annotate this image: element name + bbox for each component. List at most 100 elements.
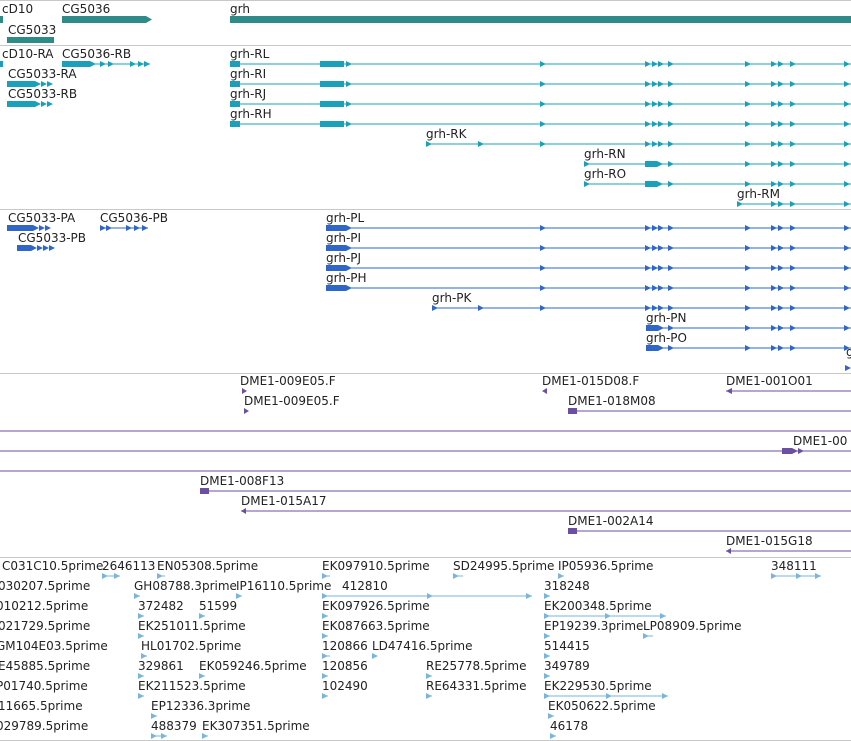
protein-segment[interactable] — [7, 225, 33, 231]
protein-row[interactable]: grh-PI — [326, 231, 851, 251]
est-feature[interactable]: 372482 — [138, 599, 184, 619]
transcript-row[interactable]: grh-RK — [426, 127, 851, 147]
protein-segment[interactable] — [646, 325, 658, 331]
est-feature[interactable]: 348111 — [771, 559, 821, 579]
est-feature[interactable]: HL01702.5prime — [141, 639, 241, 659]
est-feature[interactable]: EK307351.5prime — [202, 719, 310, 739]
protein-segment[interactable] — [326, 285, 346, 291]
est-feature[interactable]: 120856 — [322, 659, 368, 679]
transcript-exon[interactable] — [320, 101, 344, 107]
est-feature[interactable]: 102490 — [322, 679, 368, 699]
est-feature[interactable]: SD24995.5prime — [453, 559, 554, 579]
strand-arrow — [745, 81, 751, 87]
transcript-exon[interactable] — [320, 121, 344, 127]
clone-end[interactable] — [542, 388, 547, 394]
est-feature[interactable]: EK229530.5prime — [544, 679, 668, 699]
est-feature[interactable]: 318248 — [544, 579, 590, 599]
transcript-row[interactable]: grh-RO — [584, 167, 851, 187]
est-feature[interactable]: EK087663.5prime — [322, 619, 430, 639]
gene-bar[interactable] — [7, 37, 54, 43]
est-feature[interactable]: EK251011.5prime — [138, 619, 246, 639]
est-feature[interactable]: 120866 — [322, 639, 368, 659]
est-feature[interactable]: EN05308.5prime — [157, 559, 258, 579]
est-feature[interactable]: 349789 — [544, 659, 590, 679]
est-feature[interactable]: 021729.5prime — [0, 619, 90, 633]
est-feature[interactable]: EP12336.3prime — [151, 699, 250, 719]
est-feature[interactable]: EK211523.5prime — [138, 679, 246, 699]
est-feature[interactable]: EK059246.5prime — [199, 659, 307, 679]
feature-label: grh-PO — [646, 331, 687, 345]
transcript-exon[interactable] — [320, 61, 344, 67]
gene-bar[interactable] — [230, 16, 851, 23]
est-feature[interactable]: 51599 — [199, 599, 237, 619]
est-feature[interactable]: LP08909.5prime — [643, 619, 742, 639]
transcript-row[interactable]: grh-RM — [737, 187, 851, 207]
strand-arrow — [668, 161, 674, 167]
protein-segment[interactable] — [326, 245, 346, 251]
protein-row[interactable]: grh-PL — [326, 211, 851, 231]
est-feature[interactable]: 329861 — [138, 659, 184, 679]
transcript-row[interactable]: grh-RI — [230, 67, 851, 87]
transcript-exon[interactable] — [0, 61, 3, 67]
strand-arrow — [771, 573, 777, 579]
protein-row[interactable]: grh-PJ — [326, 251, 851, 271]
est-feature[interactable]: EK050622.5prime — [548, 699, 656, 719]
est-feature[interactable]: 514415 — [544, 639, 590, 659]
transcript-exon[interactable] — [230, 121, 240, 127]
est-feature[interactable]: E45885.5prime — [0, 659, 90, 673]
transcript-exon[interactable] — [230, 101, 240, 107]
est-feature[interactable]: 488379 — [151, 719, 197, 739]
transcript-exon[interactable] — [230, 81, 240, 87]
strand-arrow — [652, 245, 658, 251]
protein-segment[interactable] — [17, 245, 31, 251]
transcript-exon[interactable] — [7, 81, 35, 87]
est-feature[interactable]: IP16110.5prime — [236, 579, 331, 599]
protein-row[interactable]: grh-PN — [646, 311, 851, 331]
transcript-row[interactable]: grh-RJ — [230, 87, 851, 107]
est-feature[interactable]: 412810 — [322, 579, 532, 599]
est-feature[interactable]: 2646113 — [102, 559, 155, 579]
clone-end[interactable] — [242, 388, 247, 394]
transcript-row[interactable]: grh-RN — [584, 147, 851, 167]
est-feature[interactable]: RE25778.5prime — [426, 659, 527, 679]
est-feature[interactable]: EK200348.5prime — [544, 599, 666, 619]
clone-end[interactable] — [782, 448, 792, 454]
transcript-exon[interactable] — [645, 161, 657, 167]
feature-label: IP16110.5prime — [236, 579, 331, 593]
protein-segment[interactable] — [646, 345, 658, 351]
protein-row[interactable]: grh-PO — [646, 331, 851, 351]
est-feature[interactable]: LD47416.5prime — [372, 639, 473, 659]
est-feature[interactable]: EK097910.5prime — [322, 559, 430, 579]
est-feature[interactable]: RE64331.5prime — [426, 679, 527, 699]
est-feature[interactable]: 030207.5prime — [0, 579, 90, 593]
strand-arrow — [39, 225, 45, 231]
strand-arrow — [346, 265, 352, 271]
est-feature[interactable]: 010212.5prime — [0, 599, 88, 613]
est-feature[interactable]: EK097926.5prime — [322, 599, 430, 619]
est-feature[interactable]: C031C10.5prime — [2, 559, 103, 573]
protein-row[interactable]: g — [845, 345, 851, 371]
strand-arrow — [778, 265, 784, 271]
transcript-exon[interactable] — [645, 181, 657, 187]
gene-bar[interactable] — [62, 16, 146, 23]
protein-row[interactable]: grh-PK — [432, 291, 851, 311]
clone-end[interactable] — [244, 408, 249, 414]
transcript-row[interactable]: grh-RH — [230, 107, 851, 127]
transcript-row[interactable]: grh-RL — [230, 47, 851, 67]
transcript-exon[interactable] — [7, 101, 35, 107]
est-feature[interactable]: 11665.5prime — [0, 699, 83, 713]
protein-row[interactable]: grh-PH — [326, 271, 851, 291]
gene-bar[interactable] — [0, 16, 3, 23]
est-feature[interactable]: 46178 — [550, 719, 588, 739]
est-feature[interactable]: IP05936.5prime — [558, 559, 653, 579]
transcript-exon[interactable] — [320, 81, 344, 87]
est-feature[interactable]: EP19239.3prime — [544, 619, 643, 639]
est-feature[interactable]: GM104E03.5prime — [0, 639, 108, 653]
est-feature[interactable]: 029789.5prime — [0, 719, 88, 733]
transcript-exon[interactable] — [230, 61, 240, 67]
protein-segment[interactable] — [326, 265, 346, 271]
transcript-exon[interactable] — [62, 61, 90, 67]
protein-segment[interactable] — [326, 225, 346, 231]
est-feature[interactable]: GH08788.3prime — [134, 579, 237, 599]
est-feature[interactable]: P01740.5prime — [0, 679, 88, 693]
